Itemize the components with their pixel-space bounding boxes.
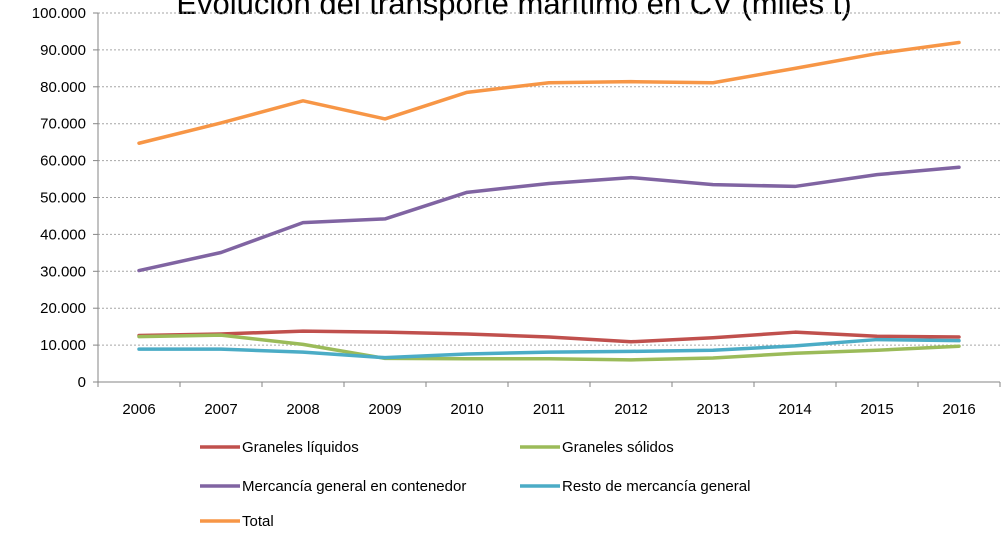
x-tick-label: 2016 <box>942 401 975 418</box>
series-line <box>137 165 961 273</box>
y-tick-label: 0 <box>78 374 86 391</box>
y-tick-label: 70.000 <box>40 116 86 133</box>
y-tick-label: 80.000 <box>40 79 86 96</box>
chart-title: Evolución del transporte marítimo en CV … <box>176 0 851 21</box>
x-tick-label: 2014 <box>778 401 811 418</box>
series-line <box>137 40 961 146</box>
y-tick-label: 60.000 <box>40 153 86 170</box>
legend-label: Total <box>242 513 274 530</box>
x-tick-label: 2006 <box>122 401 155 418</box>
x-tick-label: 2015 <box>860 401 893 418</box>
legend-label: Graneles sólidos <box>562 439 674 456</box>
series-line <box>137 337 961 360</box>
x-tick-label: 2012 <box>614 401 647 418</box>
y-tick-label: 90.000 <box>40 42 86 59</box>
legend-label: Graneles líquidos <box>242 439 359 456</box>
x-tick-label: 2010 <box>450 401 483 418</box>
y-tick-label: 20.000 <box>40 300 86 317</box>
x-tick-label: 2011 <box>533 401 565 418</box>
y-tick-label: 10.000 <box>40 337 86 354</box>
x-tick-label: 2013 <box>696 401 729 418</box>
series-line <box>137 329 961 344</box>
legend-label: Mercancía general en contenedor <box>242 478 466 495</box>
x-tick-label: 2008 <box>286 401 319 418</box>
y-tick-label: 100.000 <box>32 5 86 22</box>
y-tick-label: 50.000 <box>40 190 86 207</box>
series-line <box>137 333 961 362</box>
legend-label: Resto de mercancía general <box>562 478 750 495</box>
y-tick-label: 30.000 <box>40 263 86 280</box>
y-tick-label: 40.000 <box>40 226 86 243</box>
x-tick-label: 2009 <box>368 401 401 418</box>
x-tick-label: 2007 <box>204 401 237 418</box>
